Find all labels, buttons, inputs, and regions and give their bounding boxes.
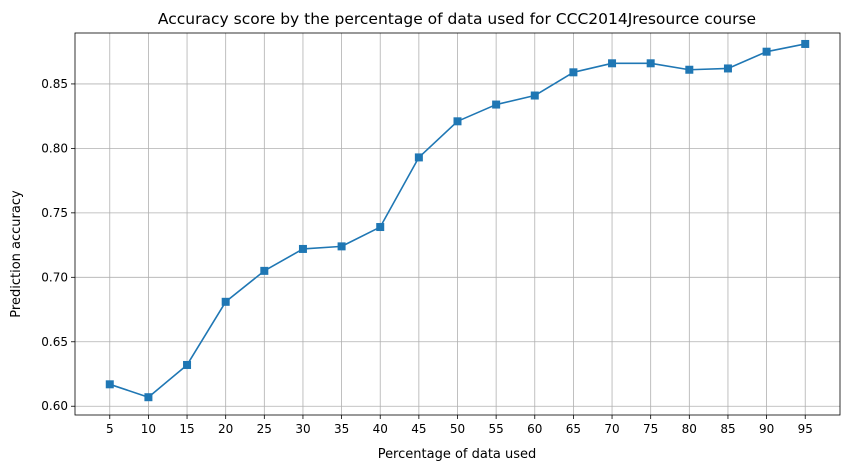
data-point-marker bbox=[221, 297, 230, 306]
data-point-marker bbox=[801, 39, 810, 48]
data-point-marker bbox=[337, 242, 346, 251]
y-axis-label: Prediction accuracy bbox=[9, 190, 24, 318]
x-tick-label: 30 bbox=[295, 422, 310, 436]
data-point-marker bbox=[376, 223, 385, 232]
x-tick-label: 20 bbox=[218, 422, 233, 436]
data-point-marker bbox=[530, 91, 539, 100]
x-axis-label: Percentage of data used bbox=[378, 447, 537, 462]
y-tick-label: 0.60 bbox=[41, 399, 68, 413]
x-tick-label: 50 bbox=[450, 422, 465, 436]
data-point-marker bbox=[492, 100, 501, 109]
x-tick-label: 55 bbox=[488, 422, 503, 436]
y-tick-label: 0.65 bbox=[41, 335, 68, 349]
x-tick-label: 5 bbox=[106, 422, 114, 436]
y-tick-label: 0.80 bbox=[41, 141, 68, 155]
x-tick-label: 60 bbox=[527, 422, 542, 436]
data-point-marker bbox=[569, 68, 578, 77]
x-tick-label: 90 bbox=[759, 422, 774, 436]
y-tick-label: 0.75 bbox=[41, 206, 68, 220]
data-point-marker bbox=[762, 47, 771, 56]
data-point-marker bbox=[144, 393, 153, 402]
data-point-marker bbox=[414, 153, 423, 162]
x-tick-label: 70 bbox=[604, 422, 619, 436]
x-tick-label: 85 bbox=[720, 422, 735, 436]
y-tick-label: 0.85 bbox=[41, 77, 68, 91]
x-tick-label: 35 bbox=[334, 422, 349, 436]
x-tick-label: 45 bbox=[411, 422, 426, 436]
x-tick-label: 25 bbox=[257, 422, 272, 436]
plot-frame bbox=[74, 32, 841, 416]
data-point-marker bbox=[608, 59, 617, 68]
y-tick-label: 0.70 bbox=[41, 270, 68, 284]
axes: 5 10 15 20 25 30 35 40 45 50 55 60 65 70 75 80 85 90 95 0.6… bbox=[41, 32, 841, 436]
x-tick-label: 80 bbox=[682, 422, 697, 436]
grid-lines bbox=[75, 33, 840, 415]
data-point-marker bbox=[260, 266, 269, 275]
data-point-marker bbox=[685, 65, 694, 74]
x-tick-label: 40 bbox=[373, 422, 388, 436]
series-layer bbox=[105, 39, 810, 402]
data-point-marker bbox=[183, 360, 192, 369]
data-point-marker bbox=[298, 244, 307, 253]
data-point-marker bbox=[453, 117, 462, 126]
x-tick-label: 10 bbox=[141, 422, 156, 436]
data-point-marker bbox=[723, 64, 732, 73]
data-point-marker bbox=[646, 59, 655, 68]
x-tick-label: 15 bbox=[179, 422, 194, 436]
x-tick-label: 65 bbox=[566, 422, 581, 436]
chart-title: Accuracy score by the percentage of data… bbox=[158, 10, 756, 28]
x-tick-label: 95 bbox=[798, 422, 813, 436]
x-tick-label: 75 bbox=[643, 422, 658, 436]
data-point-marker bbox=[105, 380, 114, 389]
